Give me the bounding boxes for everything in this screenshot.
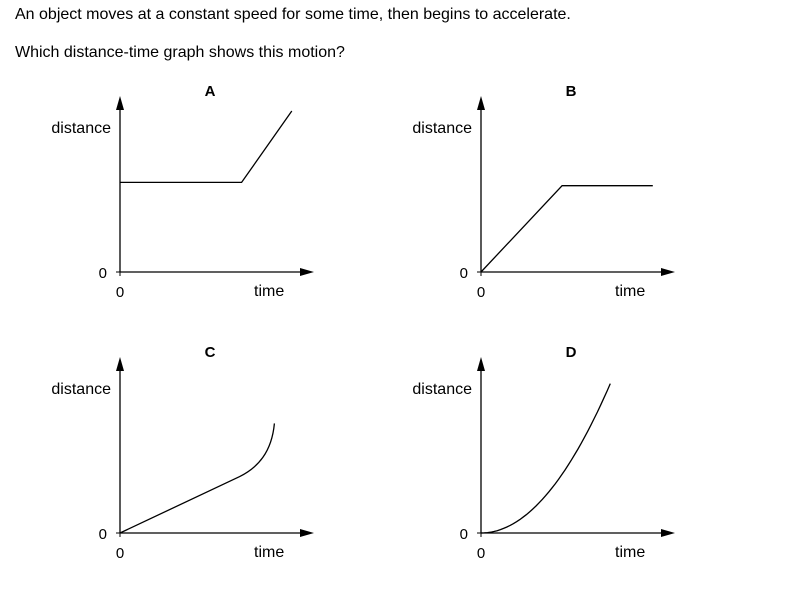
x-axis-label-b: time xyxy=(615,283,645,300)
x-axis-arrow-c xyxy=(300,529,314,537)
y-axis-label-d: distance xyxy=(412,381,472,398)
y-axis-arrow-b xyxy=(477,96,485,110)
data-line-a xyxy=(120,110,293,184)
x-axis-label-c: time xyxy=(254,544,284,561)
chart-title-c: C xyxy=(205,344,216,361)
y-axis-arrow-c xyxy=(116,357,124,371)
x-axis-arrow-a xyxy=(300,268,314,276)
chart-title-a: A xyxy=(205,83,216,100)
x-axis-label-d: time xyxy=(615,544,645,561)
y-tick-label-a: 0 xyxy=(99,265,107,282)
chart-title-d: D xyxy=(566,344,577,361)
y-axis-arrow-d xyxy=(477,357,485,371)
question-text: An object moves at a constant speed for … xyxy=(15,6,571,23)
x-axis-label-a: time xyxy=(254,283,284,300)
y-axis-label-b: distance xyxy=(412,120,472,137)
y-axis-label-a: distance xyxy=(51,120,111,137)
x-tick-label-a: 0 xyxy=(116,284,124,301)
x-axis-arrow-d xyxy=(661,529,675,537)
y-tick-label-c: 0 xyxy=(99,526,107,543)
data-line-c xyxy=(119,423,276,534)
y-axis-arrow-a xyxy=(116,96,124,110)
x-tick-label-b: 0 xyxy=(477,284,485,301)
data-line-b xyxy=(480,185,653,273)
x-tick-label-c: 0 xyxy=(116,545,124,562)
y-axis-label-c: distance xyxy=(51,381,111,398)
y-tick-label-d: 0 xyxy=(460,526,468,543)
x-axis-arrow-b xyxy=(661,268,675,276)
chart-title-b: B xyxy=(566,83,577,100)
question-prompt: Which distance-time graph shows this mot… xyxy=(15,44,345,61)
y-tick-label-b: 0 xyxy=(460,265,468,282)
data-line-d xyxy=(480,383,611,534)
x-tick-label-d: 0 xyxy=(477,545,485,562)
